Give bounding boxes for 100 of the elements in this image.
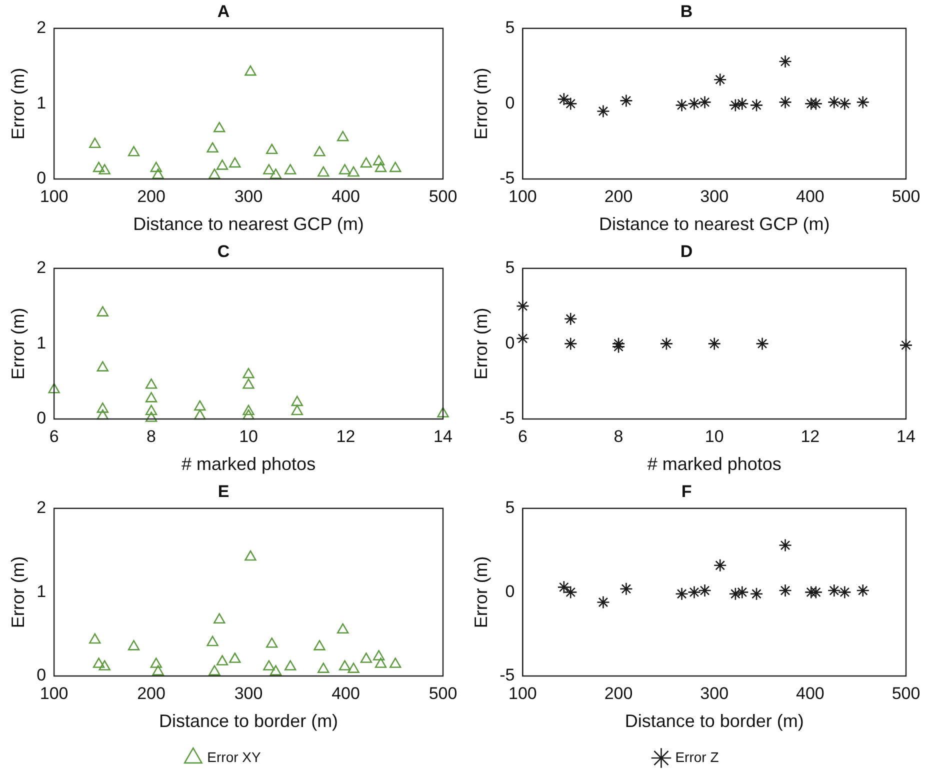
x-tick-label: 8 (614, 426, 624, 446)
point (242, 409, 254, 420)
point (96, 409, 109, 420)
point (96, 306, 109, 316)
x-tick-label: 200 (604, 684, 633, 703)
point (596, 104, 610, 118)
point (150, 162, 162, 172)
point (735, 97, 749, 110)
x-tick-label: 200 (137, 186, 166, 206)
point (372, 650, 385, 660)
point (360, 157, 372, 168)
point (291, 404, 303, 416)
y-axis-title: Error (m) (470, 556, 491, 628)
point (92, 658, 105, 668)
x-tick-label: 6 (518, 426, 528, 446)
x-axis-title: Distance to nearest GCP (m) (133, 214, 364, 234)
point (194, 400, 206, 411)
point (214, 122, 226, 132)
point (348, 662, 360, 673)
x-tick-label: 500 (428, 684, 458, 703)
point (437, 407, 449, 418)
x-tick-label: 400 (332, 684, 360, 703)
point (620, 582, 633, 596)
point (390, 162, 402, 172)
point (564, 586, 578, 599)
x-axis-title: Distance to border (m) (624, 711, 804, 732)
point (206, 142, 218, 153)
x-tick-label: 100 (508, 186, 537, 206)
point (557, 92, 571, 106)
point (314, 640, 326, 650)
point (284, 164, 296, 174)
y-tick-label: 0 (505, 333, 515, 352)
point (838, 97, 852, 110)
point (96, 402, 109, 413)
point (152, 168, 164, 179)
x-tick-label: 500 (428, 186, 458, 206)
point (612, 337, 626, 350)
point (564, 337, 578, 350)
y-tick-label: 0 (36, 666, 46, 685)
point (688, 97, 701, 110)
point (244, 65, 256, 76)
legend-label: Error Z (675, 748, 720, 765)
x-tick-label: 12 (336, 426, 356, 446)
y-tick-label: -5 (500, 168, 515, 188)
x-tick-label: 300 (700, 186, 729, 206)
y-axis-title: Error (m) (8, 308, 28, 380)
x-tick-label: 400 (796, 684, 824, 703)
x-tick-label: 14 (896, 426, 916, 446)
point (360, 652, 372, 663)
point (856, 96, 870, 109)
point (675, 587, 688, 601)
chart-title: B (680, 2, 693, 21)
point (208, 168, 220, 179)
y-tick-label: 0 (36, 408, 46, 428)
point (216, 160, 228, 170)
point (778, 584, 792, 598)
point (229, 652, 241, 663)
point (89, 633, 101, 644)
x-tick-label: 300 (234, 186, 263, 206)
x-tick-label: 200 (604, 186, 633, 206)
point (348, 166, 360, 177)
point (778, 54, 792, 68)
point (374, 162, 387, 172)
point (713, 72, 727, 86)
point (266, 638, 278, 648)
point (145, 404, 158, 416)
point (516, 299, 530, 313)
x-tick-label: 10 (239, 426, 258, 446)
point (214, 613, 226, 624)
point (242, 404, 254, 416)
point (128, 146, 140, 156)
point (89, 138, 101, 148)
point (263, 164, 275, 174)
point (270, 168, 282, 179)
point (150, 658, 162, 668)
x-tick-label: 300 (700, 684, 729, 703)
y-tick-label: 2 (36, 498, 46, 518)
y-tick-label: 2 (36, 258, 46, 278)
point (708, 337, 722, 350)
point (152, 665, 164, 676)
y-tick-label: 1 (36, 93, 46, 112)
y-tick-label: -5 (500, 408, 515, 428)
x-tick-label: 400 (332, 186, 360, 206)
point (778, 538, 792, 552)
point (596, 596, 610, 609)
point (675, 98, 688, 112)
point (660, 337, 674, 350)
y-tick-label: 0 (36, 168, 46, 188)
point (838, 586, 852, 599)
x-tick-label: 100 (508, 684, 537, 703)
point (284, 660, 296, 670)
point (314, 146, 326, 156)
x-tick-label: 200 (137, 684, 166, 703)
y-tick-label: 5 (505, 18, 515, 38)
y-axis-title: Error (m) (8, 68, 28, 140)
x-axis-title: Distance to border (m) (158, 711, 338, 732)
point (688, 586, 701, 599)
point (98, 660, 110, 670)
point (750, 587, 764, 601)
y-tick-label: 1 (36, 333, 46, 352)
